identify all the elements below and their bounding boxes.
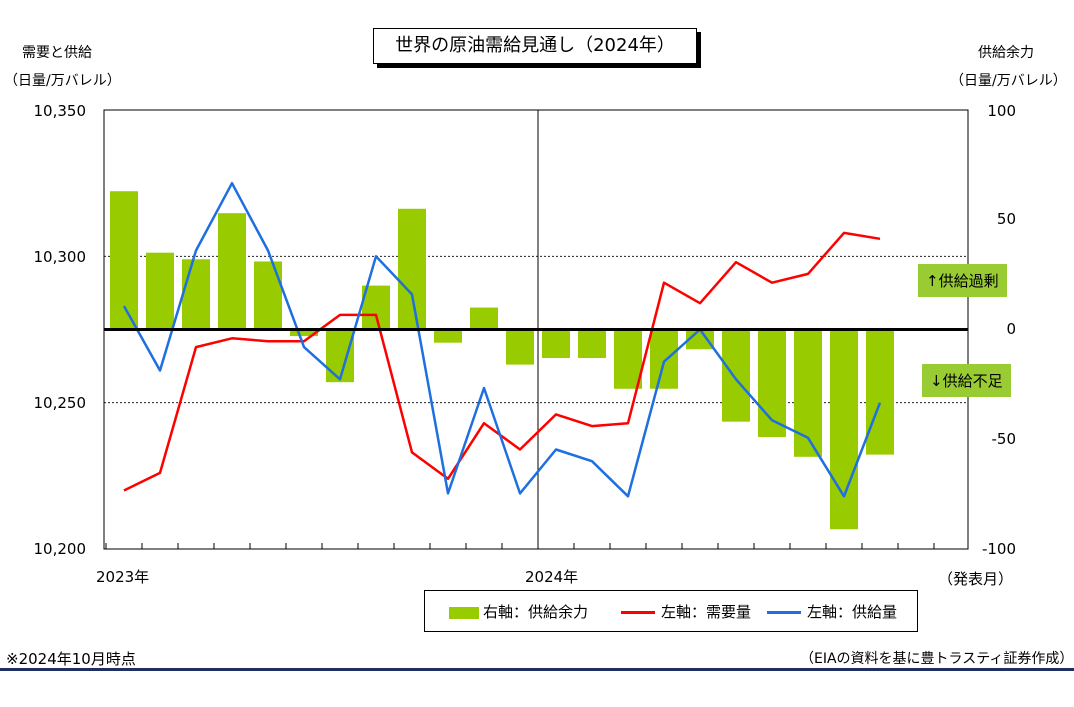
legend-item-supply: 左軸：供給量 — [767, 601, 897, 622]
bar-supply-margin — [254, 261, 282, 330]
bar-supply-margin — [506, 329, 534, 365]
bar-supply-margin — [146, 252, 174, 330]
legend-label-bar: 右軸：供給余力 — [483, 603, 589, 621]
right-axis-unit: （日量/万バレル） — [950, 73, 1067, 89]
legend: 右軸：供給余力 左軸：需要量 左軸：供給量 — [424, 590, 918, 632]
axis-layer — [103, 109, 969, 550]
legend-item-bar: 右軸：供給余力 — [449, 601, 588, 622]
bar-supply-margin — [470, 307, 498, 330]
x-label-2024: 2024年 — [525, 568, 579, 586]
legend-label-demand: 左軸：需要量 — [661, 603, 752, 621]
left-tick-10200: 10,200 — [33, 540, 87, 558]
footer-rule — [0, 668, 1074, 671]
bar-supply-margin — [362, 285, 390, 330]
demand-line — [123, 231, 881, 492]
legend-swatch-demand — [621, 611, 655, 614]
bar-supply-margin — [650, 329, 678, 389]
chart-title: 世界の原油需給見通し（2024年） — [373, 28, 697, 64]
supply-line — [122, 181, 882, 498]
bar-supply-margin — [830, 329, 858, 530]
right-tick-50: 50 — [996, 210, 1016, 228]
bar-supply-margin — [182, 259, 210, 330]
legend-label-supply: 左軸：供給量 — [807, 603, 898, 621]
right-axis-title: 供給余力 — [978, 45, 1034, 61]
x-label-2023: 2023年 — [96, 568, 150, 586]
bar-supply-margin — [290, 329, 318, 337]
bar-supply-margin — [794, 329, 822, 457]
bar-supply-margin — [398, 208, 426, 330]
left-tick-10300: 10,300 — [33, 248, 87, 266]
footnote-source: （EIAの資料を基に豊トラスティ証券作成） — [800, 651, 1074, 667]
left-tick-10350: 10,350 — [33, 102, 87, 120]
left-axis-title: 需要と供給 — [22, 45, 92, 61]
legend-swatch-supply — [767, 611, 801, 614]
annotation-surplus: ↑供給過剰 — [918, 264, 1007, 297]
footnote-date: ※2024年10月時点 — [6, 650, 136, 668]
bar-supply-margin — [578, 329, 606, 359]
x-axis-note: （発表月） — [938, 570, 1014, 588]
bar-supply-margin — [326, 329, 354, 383]
bar-supply-margin — [542, 329, 570, 359]
left-tick-10250: 10,250 — [33, 394, 87, 412]
annotation-deficit: ↓供給不足 — [922, 364, 1011, 397]
line-layer — [122, 181, 882, 498]
legend-swatch-bar — [449, 606, 479, 619]
bar-supply-margin — [614, 329, 642, 389]
right-tick-0: 0 — [1006, 320, 1016, 338]
left-axis-unit: （日量/万バレル） — [4, 73, 121, 89]
legend-item-demand: 左軸：需要量 — [621, 601, 751, 622]
bar-supply-margin — [110, 191, 138, 330]
bar-supply-margin — [434, 329, 462, 343]
right-tick-minus100: -100 — [981, 540, 1016, 558]
right-tick-100: 100 — [987, 102, 1016, 120]
bar-layer — [110, 191, 894, 530]
bar-supply-margin — [218, 213, 246, 330]
right-tick-minus50: -50 — [991, 430, 1017, 448]
bar-supply-margin — [866, 329, 894, 455]
bar-supply-margin — [722, 329, 750, 422]
